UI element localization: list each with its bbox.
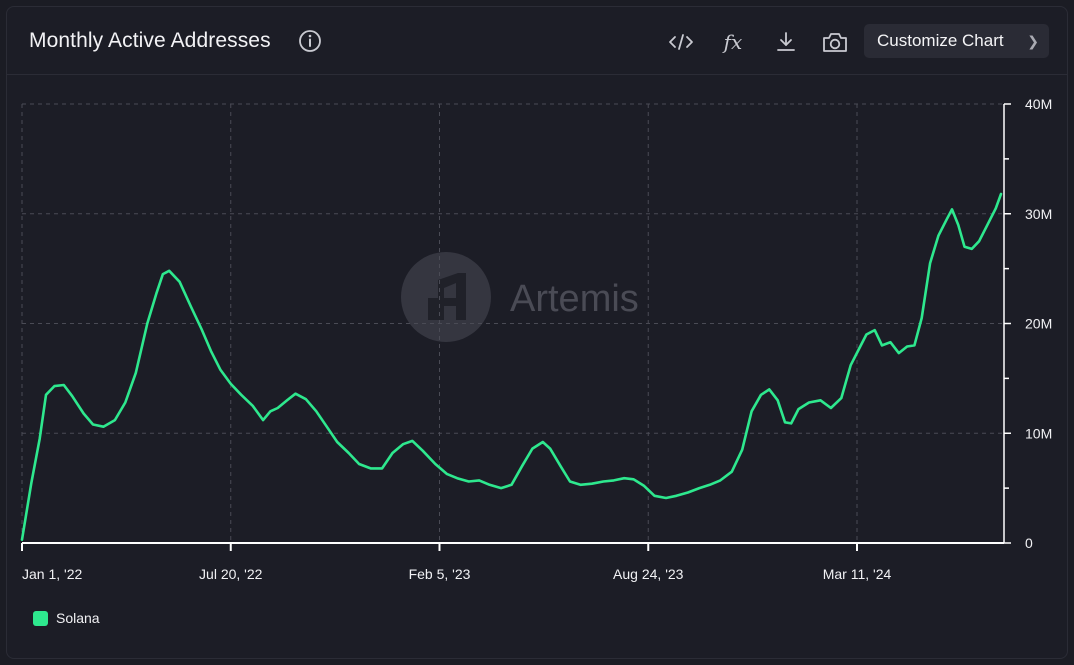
- watermark-logo-glyph: [428, 273, 466, 320]
- x-tick-label: Jul 20, '22: [199, 566, 263, 582]
- chart-header: Monthly Active Addresses fx: [7, 7, 1067, 75]
- watermark-text: Artemis: [510, 278, 639, 320]
- y-tick-label: 30M: [1025, 206, 1052, 222]
- legend-swatch: [33, 610, 48, 626]
- y-tick-label: 10M: [1025, 425, 1052, 441]
- axes: 0 10M 20M 30M 40M Jan 1, '22 Jul 20, '22 Feb 5,…: [21, 96, 1052, 582]
- watermark: Artemis: [401, 252, 639, 342]
- legend-label: Solana: [56, 610, 100, 626]
- camera-icon[interactable]: [820, 27, 850, 57]
- y-tick-label: 0: [1025, 535, 1033, 551]
- x-tick-label: Aug 24, '23: [613, 566, 684, 582]
- formula-icon[interactable]: fx: [723, 30, 743, 54]
- x-tick-label: Mar 11, '24: [823, 566, 892, 582]
- legend[interactable]: Solana: [33, 610, 100, 626]
- y-tick-label: 40M: [1025, 96, 1052, 112]
- download-icon[interactable]: [771, 27, 801, 57]
- x-tick-label: Jan 1, '22: [22, 566, 82, 582]
- embed-code-icon[interactable]: [666, 27, 696, 57]
- chevron-right-icon: ❯: [1027, 33, 1039, 49]
- grid: [21, 103, 1004, 543]
- watermark-logo-icon: [401, 252, 491, 342]
- customize-chart-label: Customize Chart: [877, 31, 1004, 50]
- chart-title: Monthly Active Addresses: [29, 29, 271, 52]
- info-icon[interactable]: [298, 29, 322, 53]
- y-tick-label: 20M: [1025, 316, 1052, 332]
- series-layer: [20, 192, 1003, 542]
- customize-chart-button[interactable]: Customize Chart ❯: [864, 24, 1049, 58]
- series-line-solana: [20, 192, 1003, 542]
- chart-panel: Monthly Active Addresses fx: [6, 6, 1068, 659]
- x-tick-label: Feb 5, '23: [409, 566, 471, 582]
